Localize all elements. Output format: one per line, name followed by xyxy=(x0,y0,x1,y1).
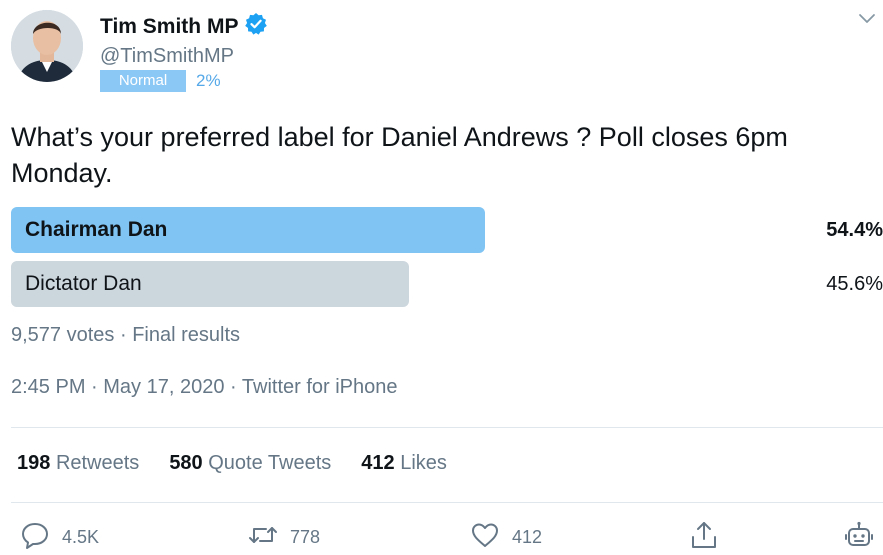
avatar[interactable] xyxy=(11,10,83,82)
likes-count: 412 xyxy=(361,452,395,474)
poll-option-label: Dictator Dan xyxy=(25,272,142,295)
retweets-label: Retweets xyxy=(55,452,140,474)
retweet-count: 778 xyxy=(290,527,321,547)
poll-option-label: Chairman Dan xyxy=(25,218,168,241)
like-count: 412 xyxy=(512,527,543,547)
poll-votes: 9,577 votes xyxy=(11,324,115,346)
chevron-down-icon[interactable] xyxy=(858,12,876,26)
reply-count: 4.5K xyxy=(62,527,100,547)
separator: · xyxy=(91,376,104,398)
quote-tweets-stat[interactable]: 580 Quote Tweets xyxy=(169,452,331,475)
share-icon xyxy=(689,520,719,555)
quote-tweets-count: 580 xyxy=(169,452,203,474)
tweet-date[interactable]: May 17, 2020 xyxy=(103,376,225,398)
likes-label: Likes xyxy=(400,452,447,474)
bot-icon xyxy=(844,520,874,555)
tweet-meta: 2:45 PM · May 17, 2020 · Twitter for iPh… xyxy=(11,376,398,399)
tweet-time[interactable]: 2:45 PM xyxy=(11,376,86,398)
poll-bar xyxy=(11,261,409,307)
separator: · xyxy=(119,324,133,346)
tweet-source[interactable]: Twitter for iPhone xyxy=(241,376,398,398)
divider xyxy=(11,427,883,428)
share-button[interactable] xyxy=(689,520,719,555)
account-badge-row: Normal 2% xyxy=(100,70,221,92)
poll-option-percent: 54.4% xyxy=(826,219,883,241)
poll-summary: 9,577 votes · Final results xyxy=(11,324,240,347)
account-badge-pct: 2% xyxy=(196,71,221,90)
author-name[interactable]: Tim Smith MP xyxy=(100,14,239,38)
separator: · xyxy=(230,376,242,398)
poll-bar xyxy=(11,207,485,253)
poll-status: Final results xyxy=(132,324,241,346)
poll-option-dictator-dan: Dictator Dan 45.6% xyxy=(11,261,883,307)
quote-tweets-label: Quote Tweets xyxy=(208,452,332,474)
like-button[interactable]: 412 xyxy=(470,520,542,555)
tweet-text: What’s your preferred label for Daniel A… xyxy=(11,122,788,188)
action-bar: 4.5K 778 412 xyxy=(0,520,883,554)
engagement-stats: 198 Retweets 580 Quote Tweets 412 Likes xyxy=(17,452,447,475)
bot-button[interactable] xyxy=(844,520,874,555)
divider xyxy=(11,502,883,503)
reply-icon xyxy=(20,520,50,555)
reply-button[interactable]: 4.5K xyxy=(20,520,99,555)
retweet-button[interactable]: 778 xyxy=(248,520,320,555)
likes-stat[interactable]: 412 Likes xyxy=(361,452,447,475)
account-badge: Normal xyxy=(100,70,186,92)
author-handle[interactable]: @TimSmithMP xyxy=(100,45,235,67)
retweet-icon xyxy=(248,520,278,555)
retweets-stat[interactable]: 198 Retweets xyxy=(17,452,139,475)
poll-option-percent: 45.6% xyxy=(826,273,883,295)
poll-option-chairman-dan: Chairman Dan 54.4% xyxy=(11,207,883,253)
retweets-count: 198 xyxy=(17,452,51,474)
author-name-row: Tim Smith MP xyxy=(100,12,268,41)
like-icon xyxy=(470,520,500,555)
verified-icon xyxy=(244,12,268,41)
